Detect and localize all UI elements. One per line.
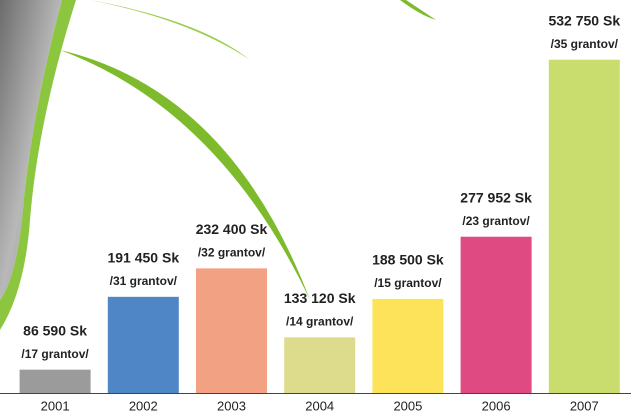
bar [19,369,91,393]
value-label: 133 120 Sk [284,290,356,306]
x-tick-label: 2007 [570,398,599,413]
grant-label: /23 grantov/ [462,214,530,228]
value-label: 277 952 Sk [460,189,532,205]
value-label: 232 400 Sk [196,221,268,237]
value-label: 86 590 Sk [23,322,87,338]
value-label: 532 750 Sk [548,12,620,28]
bar [548,59,620,393]
grant-label: /35 grantov/ [551,37,619,51]
grant-label: /17 grantov/ [21,347,89,361]
grant-label: /31 grantov/ [110,274,178,288]
grant-label: /32 grantov/ [198,246,266,260]
x-tick-label: 2005 [393,398,422,413]
x-tick-label: 2003 [217,398,246,413]
x-tick-label: 2001 [41,398,70,413]
value-label: 191 450 Sk [107,250,179,266]
x-tick-label: 2006 [482,398,511,413]
photo [0,0,62,300]
swoosh [400,0,436,20]
grant-label: /14 grantov/ [286,315,354,329]
x-tick-label: 2004 [305,398,334,413]
swoosh [90,0,250,60]
bar [372,298,444,393]
bar [107,296,179,393]
grant-label: /15 grantov/ [374,276,442,290]
green-border [0,0,76,330]
bar [196,268,267,393]
bar [460,236,532,393]
swoosh [60,50,310,300]
x-tick-label: 2002 [129,398,158,413]
value-label: 188 500 Sk [372,252,444,268]
bar [284,337,356,393]
